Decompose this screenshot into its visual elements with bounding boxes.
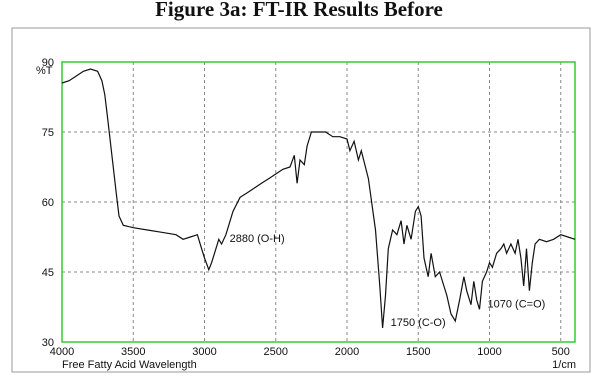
spectrum-line: [61, 68, 576, 329]
x-tick-label: 500: [552, 346, 570, 358]
annotation: 1070 (C=O): [488, 298, 546, 310]
y-tick-label: 75: [42, 127, 54, 139]
x-tick-label: 2000: [335, 346, 359, 358]
x-tick-label: 4000: [50, 346, 74, 358]
y-tick-label: 30: [42, 337, 54, 349]
x-axis-label: Free Fatty Acid Wavelength: [62, 359, 197, 371]
x-tick-label: 1000: [477, 346, 501, 358]
y-tick-label: 45: [42, 267, 54, 279]
y-tick-label: 60: [42, 197, 54, 209]
chart-title: Figure 3a: FT-IR Results Before: [155, 0, 443, 21]
y-axis-label: %T: [36, 65, 53, 77]
x-tick-label: 1500: [406, 346, 430, 358]
x-tick-label: 3000: [192, 346, 216, 358]
x-tick-label: 2500: [264, 346, 288, 358]
plot-border: [61, 61, 576, 343]
x-tick-label: 3500: [121, 346, 145, 358]
annotation: 1750 (C-O): [391, 317, 446, 329]
x-unit-label: 1/cm: [552, 359, 576, 371]
y-tick-label: 90: [42, 57, 54, 69]
frame: [11, 27, 591, 373]
annotation: 2880 (O-H): [230, 233, 285, 245]
